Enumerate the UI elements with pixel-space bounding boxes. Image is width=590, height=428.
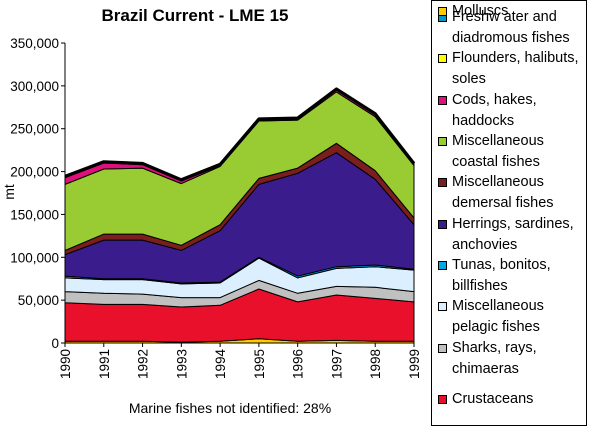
y-tick-label: 0	[51, 336, 59, 351]
x-tick-label: 1994	[213, 349, 228, 380]
legend-label: Flounders, halibuts, soles	[452, 50, 579, 87]
y-tick-labels: 0 50,000 100,000 150,000 200,000 250,000 300,0…	[10, 36, 65, 351]
legend-label: Miscellaneous coastal fishes	[452, 133, 544, 170]
y-axis-label: mt	[1, 184, 17, 200]
legend-label: Crustaceans	[452, 391, 534, 407]
legend-label: Miscellaneous demersal fishes	[452, 174, 554, 211]
unidentified-note: Marine fishes not identified: 28%	[129, 400, 331, 416]
legend: Freshw ater and diadromous fishes Flounde…	[431, 0, 587, 426]
chart-title: Brazil Current - LME 15	[101, 6, 288, 25]
legend-swatch	[438, 137, 447, 146]
x-tick-label: 1998	[368, 349, 383, 379]
y-tick-label: 150,000	[10, 207, 59, 222]
x-tick-labels: 1990 1991 1992 1993 1994 1995 1996 1997 1998 1999	[58, 343, 422, 379]
x-tick-label: 1993	[174, 349, 189, 379]
x-tick-label: 1997	[329, 349, 344, 379]
legend-swatch	[438, 302, 447, 311]
legend-swatch	[438, 395, 447, 404]
x-tick-label: 1991	[97, 349, 112, 379]
legend-label: Sharks, rays, chimaeras	[452, 340, 537, 377]
legend-swatch	[438, 96, 447, 105]
legend-label: Molluscs	[452, 3, 509, 19]
legend-label: Cods, hakes, haddocks	[452, 92, 537, 129]
y-tick-label: 350,000	[10, 36, 59, 51]
x-tick-label: 1999	[407, 349, 422, 379]
x-tick-label: 1996	[291, 349, 306, 379]
total-outline	[64, 87, 416, 182]
axes	[64, 43, 414, 344]
y-tick-label: 50,000	[18, 293, 59, 308]
legend-label: Herrings, sardines, anchovies	[452, 216, 574, 253]
y-tick-label: 300,000	[10, 79, 59, 94]
legend-swatch	[438, 178, 447, 187]
legend-swatch	[438, 54, 447, 63]
legend-label: Miscellaneous pelagic fishes	[452, 298, 544, 335]
legend-swatch	[438, 220, 447, 229]
legend-swatch	[438, 261, 447, 270]
legend-label: Tunas, bonitos, billfishes	[452, 257, 551, 294]
y-tick-label: 250,000	[10, 122, 59, 137]
x-tick-label: 1995	[252, 349, 267, 379]
area-layers	[64, 87, 416, 344]
chart-area: Brazil Current - LME 15 mt 0 50,000 100,00…	[1, 6, 422, 416]
y-tick-label: 200,000	[10, 165, 59, 180]
y-tick-label: 100,000	[10, 250, 59, 265]
legend-label: Freshw ater and diadromous fishes	[452, 9, 570, 46]
x-tick-label: 1992	[136, 349, 151, 379]
legend-swatch	[438, 7, 447, 16]
legend-swatch	[438, 344, 447, 353]
x-tick-label: 1990	[58, 349, 73, 379]
